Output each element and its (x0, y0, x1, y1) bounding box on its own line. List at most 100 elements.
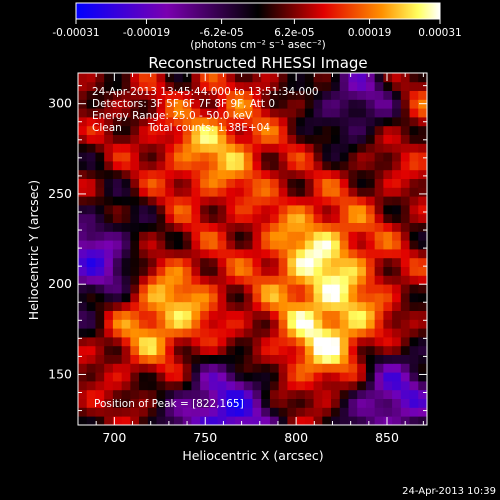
heatmap-cell (121, 125, 131, 135)
heatmap-cell (217, 178, 227, 188)
heatmap-cell (383, 372, 393, 382)
heatmap-cell (112, 310, 123, 320)
heatmap-cell (383, 187, 393, 197)
heatmap-cell (418, 257, 428, 267)
heatmap-cell (418, 389, 428, 399)
heatmap-cell (278, 99, 288, 109)
heatmap-cell (409, 363, 419, 373)
heatmap-cell (357, 81, 367, 91)
heatmap-cell (200, 222, 210, 232)
heatmap-cell (313, 196, 323, 206)
heatmap-cell (243, 240, 253, 250)
heatmap-cell (235, 178, 245, 188)
heatmap-cell (313, 169, 323, 179)
heatmap-cell (226, 363, 236, 373)
heatmap-cell (243, 178, 253, 188)
heatmap-cell (226, 398, 236, 408)
heatmap-cell (322, 275, 332, 285)
heatmap-cell (400, 354, 410, 364)
heatmap-cell (95, 328, 105, 338)
heatmap-cell (130, 90, 140, 100)
heatmap-cell (357, 213, 367, 223)
heatmap-cell (112, 73, 123, 83)
heatmap-cell (95, 389, 105, 399)
heatmap-cell (235, 81, 245, 91)
heatmap-cell (313, 249, 323, 259)
heatmap-cell (112, 143, 123, 153)
heatmap-cell (400, 416, 410, 426)
heatmap-cell (78, 310, 88, 320)
heatmap-cell (261, 310, 271, 320)
heatmap-cell (339, 407, 349, 417)
heatmap-cell (339, 345, 349, 355)
heatmap-cell (200, 213, 210, 223)
heatmap-cell (400, 301, 410, 311)
heatmap-cell (313, 152, 323, 162)
heatmap-cell (383, 266, 393, 276)
heatmap-cell (130, 222, 140, 232)
heatmap-cell (296, 143, 306, 153)
info-counts: Total counts: 1.38E+04 (147, 122, 270, 134)
heatmap-cell (173, 416, 184, 426)
heatmap-cell (235, 73, 245, 83)
heatmap-cell (208, 284, 219, 294)
heatmap-cell (296, 81, 306, 91)
heatmap-cell (252, 73, 262, 83)
heatmap-cell (278, 161, 288, 171)
heatmap-cell (191, 389, 201, 399)
heatmap-cell (304, 398, 314, 408)
heatmap-cell (409, 161, 419, 171)
heatmap-cell (173, 275, 184, 285)
heatmap-cell (86, 178, 96, 188)
heatmap-cell (322, 161, 332, 171)
heatmap-cell (374, 275, 384, 285)
heatmap-cell (365, 416, 376, 426)
heatmap-cell (243, 381, 253, 391)
heatmap-cell (365, 222, 376, 232)
heatmap-cell (331, 205, 341, 215)
heatmap-cell (226, 81, 236, 91)
heatmap-cell (95, 213, 105, 223)
heatmap-cell (252, 345, 262, 355)
heatmap-cell (121, 90, 131, 100)
heatmap-cell (121, 284, 131, 294)
heatmap-cell (130, 398, 140, 408)
heatmap-cell (357, 372, 367, 382)
heatmap-cell (339, 363, 349, 373)
heatmap-cell (200, 169, 210, 179)
heatmap-cell (374, 328, 384, 338)
heatmap-cell (226, 319, 236, 329)
heatmap-cell (165, 293, 175, 303)
heatmap-cell (243, 310, 253, 320)
heatmap-cell (287, 90, 297, 100)
heatmap-cell (78, 345, 88, 355)
heatmap-cell (418, 345, 428, 355)
heatmap-cell (331, 301, 341, 311)
heatmap-cell (156, 319, 166, 329)
heatmap-cell (357, 143, 367, 153)
heatmap-cell (156, 275, 166, 285)
heatmap-cell (130, 73, 140, 83)
heatmap-cell (331, 90, 341, 100)
heatmap-cell (261, 275, 271, 285)
heatmap-cell (269, 169, 280, 179)
heatmap-cell (104, 90, 114, 100)
heatmap-cell (78, 205, 88, 215)
heatmap-cell (104, 389, 114, 399)
heatmap-cell (95, 301, 105, 311)
heatmap-cell (383, 240, 393, 250)
heatmap-cell (296, 266, 306, 276)
heatmap-cell (191, 293, 201, 303)
heatmap-cell (313, 231, 323, 241)
heatmap-cell (296, 152, 306, 162)
heatmap-cell (365, 337, 376, 347)
heatmap-cell (200, 178, 210, 188)
heatmap-cell (182, 161, 192, 171)
heatmap-cell (392, 134, 402, 144)
heatmap-cell (331, 81, 341, 91)
heatmap-cell (226, 125, 236, 135)
heatmap-cell (365, 169, 376, 179)
heatmap-cell (235, 143, 245, 153)
heatmap-cell (139, 266, 149, 276)
heatmap-cell (208, 275, 219, 285)
